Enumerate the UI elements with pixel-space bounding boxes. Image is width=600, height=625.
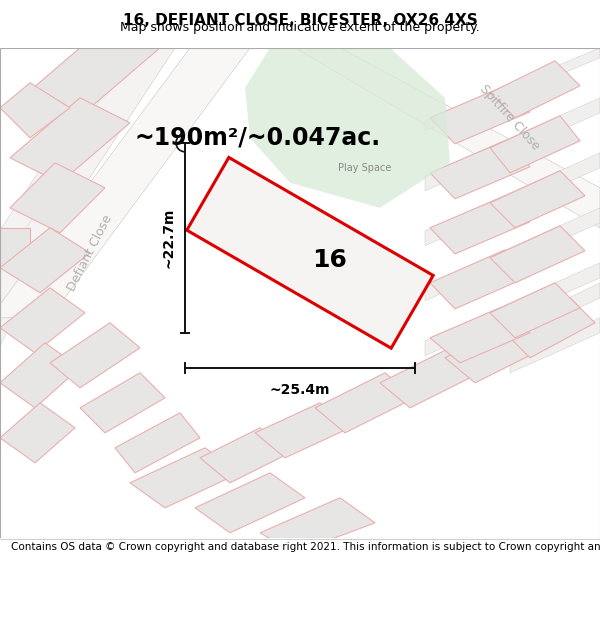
Polygon shape — [130, 448, 240, 508]
Polygon shape — [430, 196, 530, 254]
Polygon shape — [0, 48, 175, 357]
Polygon shape — [0, 228, 90, 292]
Text: ~25.4m: ~25.4m — [270, 382, 330, 397]
Text: 16: 16 — [313, 248, 347, 272]
Polygon shape — [0, 342, 80, 408]
Text: ~190m²/~0.047ac.: ~190m²/~0.047ac. — [135, 126, 381, 150]
Polygon shape — [260, 498, 375, 552]
Polygon shape — [80, 372, 165, 432]
Polygon shape — [425, 48, 600, 131]
Text: 16, DEFIANT CLOSE, BICESTER, OX26 4XS: 16, DEFIANT CLOSE, BICESTER, OX26 4XS — [122, 13, 478, 28]
Polygon shape — [430, 250, 530, 309]
Polygon shape — [490, 61, 580, 118]
Polygon shape — [425, 98, 600, 191]
Polygon shape — [200, 428, 290, 483]
Polygon shape — [510, 318, 600, 372]
Polygon shape — [0, 82, 70, 138]
Polygon shape — [425, 208, 600, 301]
Text: Contains OS data © Crown copyright and database right 2021. This information is : Contains OS data © Crown copyright and d… — [11, 542, 600, 552]
Polygon shape — [490, 226, 585, 282]
Polygon shape — [455, 282, 600, 368]
Polygon shape — [0, 48, 250, 318]
Text: Play Space: Play Space — [338, 162, 392, 172]
Text: Spitfire Close: Spitfire Close — [478, 82, 542, 153]
Polygon shape — [255, 402, 350, 458]
Polygon shape — [295, 48, 600, 228]
Text: Map shows position and indicative extent of the property.: Map shows position and indicative extent… — [120, 21, 480, 34]
Polygon shape — [380, 348, 480, 408]
Text: Defiant Close: Defiant Close — [65, 213, 115, 293]
Polygon shape — [10, 162, 105, 232]
Polygon shape — [0, 48, 175, 238]
Polygon shape — [490, 282, 580, 338]
Polygon shape — [430, 86, 530, 144]
Polygon shape — [0, 228, 30, 268]
Polygon shape — [50, 322, 140, 388]
Polygon shape — [315, 372, 415, 432]
Polygon shape — [195, 472, 305, 532]
Polygon shape — [490, 171, 585, 227]
Polygon shape — [430, 308, 530, 362]
Polygon shape — [187, 158, 433, 348]
Polygon shape — [0, 402, 75, 462]
Polygon shape — [505, 298, 595, 358]
Polygon shape — [245, 48, 450, 208]
Polygon shape — [425, 262, 600, 356]
Polygon shape — [490, 116, 580, 172]
Polygon shape — [0, 288, 85, 352]
Polygon shape — [425, 152, 600, 246]
Polygon shape — [10, 48, 160, 108]
Polygon shape — [115, 412, 200, 472]
Polygon shape — [430, 141, 530, 199]
Text: ~22.7m: ~22.7m — [161, 208, 175, 268]
Polygon shape — [10, 98, 130, 182]
Polygon shape — [445, 322, 545, 382]
